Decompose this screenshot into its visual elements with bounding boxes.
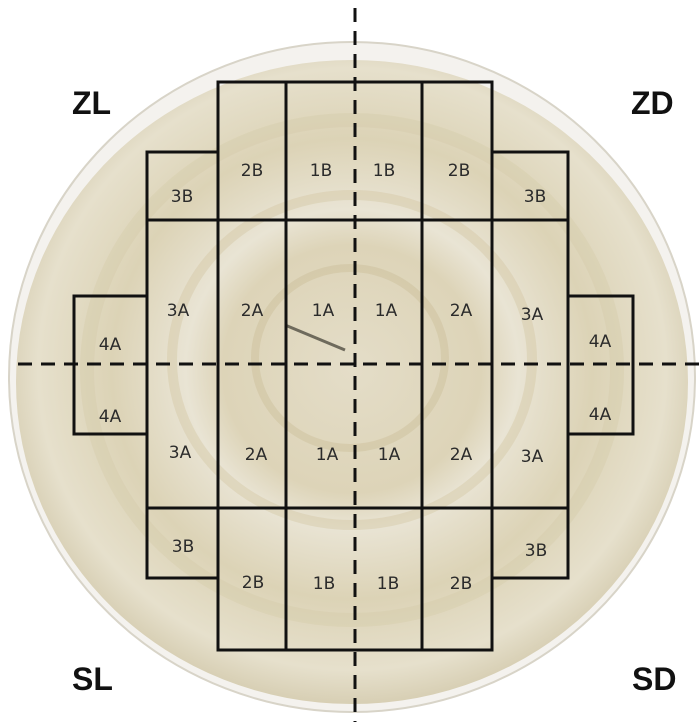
cell-label: 2B (450, 574, 472, 594)
corner-label-bottom-right: SD (632, 661, 676, 697)
wood-surface (16, 60, 688, 704)
cell-label: 3A (521, 305, 544, 325)
cell-label: 1B (377, 574, 399, 594)
cell-label: 2B (241, 161, 263, 181)
cell-label: 3A (169, 443, 192, 463)
growth-ring (251, 264, 449, 452)
cell-label: 3B (171, 187, 193, 207)
growth-ring (80, 113, 624, 627)
corner-label-top-left: ZL (72, 85, 111, 121)
cell-label: 1B (373, 161, 395, 181)
corner-labels: ZL ZD SL SD (72, 85, 676, 697)
cell-label: 3B (525, 541, 547, 561)
growth-ring (167, 190, 537, 530)
cell-label: 4A (99, 407, 122, 427)
cell-label: 1B (310, 161, 332, 181)
cell-label: 4A (589, 332, 612, 352)
axes (18, 8, 699, 722)
corner-label-bottom-left: SL (72, 661, 113, 697)
cell-label: 1A (316, 445, 339, 465)
cell-label: 1A (378, 445, 401, 465)
cell-label: 2B (242, 573, 264, 593)
cell-label: 3A (167, 301, 190, 321)
cell-label: 3A (521, 447, 544, 467)
cell-label: 1A (375, 301, 398, 321)
sample-grid (72, 80, 635, 652)
cell-label: 3B (172, 537, 194, 557)
wood-disc (8, 41, 696, 713)
cell-label: 1A (312, 301, 335, 321)
cell-labels: 2B 1B 1B 2B 3B 3B 3A 2A 1A 1A 2A 3A 4A 4… (99, 161, 612, 594)
cell-label: 2B (448, 161, 470, 181)
cell-label: 4A (589, 405, 612, 425)
cell-label: 4A (99, 335, 122, 355)
cell-label: 2A (241, 301, 264, 321)
cell-label: 2A (450, 445, 473, 465)
cell-label: 3B (524, 187, 546, 207)
cell-label: 1B (313, 574, 335, 594)
corner-label-top-right: ZD (631, 85, 674, 121)
wood-crack (284, 323, 346, 352)
cell-label: 2A (450, 301, 473, 321)
cell-label: 2A (245, 445, 268, 465)
